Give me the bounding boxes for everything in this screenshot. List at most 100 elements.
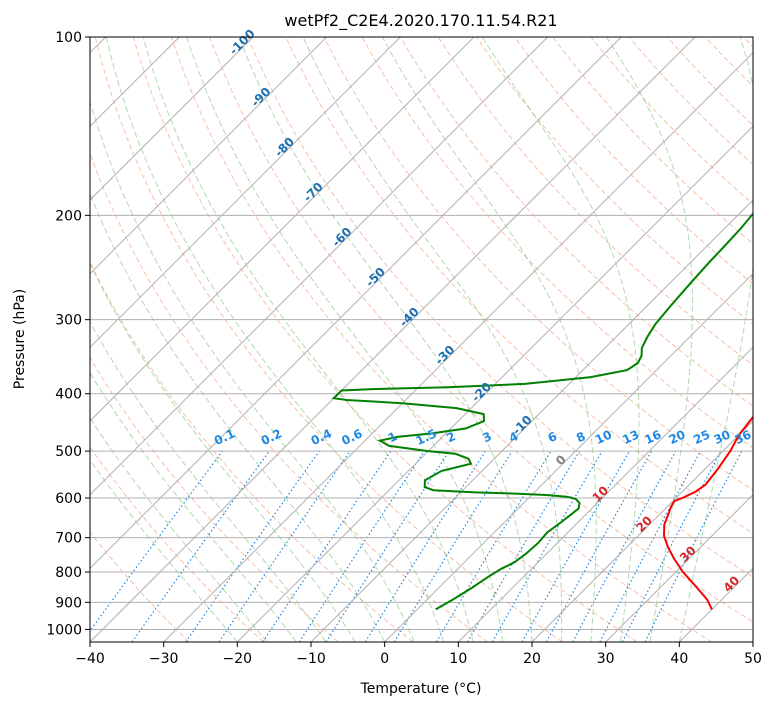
isotherm-label: 20 bbox=[633, 513, 655, 535]
mixing-ratio-label: 6 bbox=[546, 429, 559, 445]
x-tick-label: −30 bbox=[149, 651, 179, 667]
moist-adiabat bbox=[678, 37, 753, 642]
mixing-ratio-label: 8 bbox=[574, 429, 587, 445]
mixing-ratio-label: 13 bbox=[620, 427, 641, 447]
y-tick-label: 1000 bbox=[46, 622, 82, 638]
x-axis-label: Temperature (°C) bbox=[360, 681, 482, 697]
y-tick-label: 600 bbox=[55, 491, 82, 507]
dry-adiabat bbox=[132, 37, 638, 642]
mixing-ratio-line bbox=[521, 450, 631, 642]
isotherm-line bbox=[531, 420, 753, 642]
isotherm-line bbox=[90, 37, 401, 349]
moist-adiabat bbox=[90, 192, 386, 642]
mixing-ratio-label: 10 bbox=[593, 427, 614, 447]
moist-adiabat bbox=[238, 37, 533, 642]
isotherm-label: -70 bbox=[301, 180, 326, 205]
dry-adiabat bbox=[399, 37, 753, 407]
x-axis: −40 −30 −20 −10 0 10 20 30 40 50 bbox=[75, 642, 762, 667]
isotherm-line bbox=[163, 51, 753, 642]
moist-adiabat bbox=[302, 37, 563, 642]
x-tick-label: −40 bbox=[75, 651, 105, 667]
mixing-ratio-line bbox=[131, 450, 270, 642]
moist-adiabat bbox=[90, 459, 238, 642]
mixing-ratio-label: 20 bbox=[667, 427, 688, 447]
chart-title: wetPf2_C2E4.2020.170.11.54.R21 bbox=[284, 11, 557, 31]
moist-adiabat bbox=[186, 37, 503, 642]
x-tick-label: 40 bbox=[670, 651, 688, 667]
dry-adiabat bbox=[323, 37, 753, 491]
plot-frame bbox=[89, 36, 754, 643]
moist-adiabat bbox=[481, 37, 640, 642]
mixing-ratio-line bbox=[545, 450, 653, 642]
dry-adiabat bbox=[285, 37, 753, 535]
dewpoint-profile bbox=[331, 212, 753, 611]
moist-adiabat bbox=[381, 37, 597, 642]
mixing-ratio-line bbox=[262, 450, 392, 642]
mixing-ratio-line bbox=[298, 450, 425, 642]
moist-adiabat bbox=[105, 37, 445, 642]
mixing-ratio-line bbox=[466, 450, 580, 642]
isotherm-label: -40 bbox=[397, 305, 422, 330]
dry-adiabat bbox=[514, 37, 753, 285]
isotherm-label: 30 bbox=[677, 543, 699, 565]
x-tick-label: 10 bbox=[449, 651, 467, 667]
dry-adiabat bbox=[743, 37, 753, 48]
dry-adiabat bbox=[94, 37, 563, 642]
dry-adiabat bbox=[90, 260, 414, 642]
isotherm-label: -60 bbox=[329, 225, 354, 250]
line-labels: -100-90-80-70-60-50-40-30-20-10010203040… bbox=[212, 27, 753, 595]
mixing-ratio-line bbox=[393, 450, 513, 642]
isotherm-line bbox=[90, 37, 549, 496]
isotherm-line bbox=[90, 37, 475, 422]
x-tick-label: 20 bbox=[523, 651, 541, 667]
isotherm-line bbox=[90, 37, 254, 201]
moist-adiabat bbox=[142, 37, 474, 642]
dry-adiabat bbox=[90, 356, 339, 642]
mixing-ratio-label: 16 bbox=[642, 427, 663, 447]
mixing-ratio-line bbox=[185, 450, 320, 642]
isotherm-line bbox=[752, 641, 753, 642]
dry-adiabat bbox=[247, 37, 753, 578]
dry-adiabat bbox=[437, 37, 753, 366]
dry-adiabat bbox=[171, 37, 712, 642]
isotherm-label: 0 bbox=[553, 452, 569, 468]
mixing-ratio-label: 36 bbox=[732, 427, 753, 447]
y-axis: 100 200 300 400 500 600 700 800 900 1000 bbox=[46, 30, 90, 638]
moist-adiabat bbox=[90, 99, 415, 642]
y-tick-label: 400 bbox=[55, 387, 82, 403]
isotherm-label: -30 bbox=[432, 343, 457, 368]
x-tick-label: 50 bbox=[744, 651, 762, 667]
isotherm-grid bbox=[90, 37, 753, 642]
x-tick-label: −10 bbox=[296, 651, 326, 667]
mixing-ratio-label: 30 bbox=[712, 427, 733, 447]
mixing-ratio-line bbox=[572, 450, 677, 642]
mixing-ratio-line bbox=[644, 450, 743, 642]
isotherm-line bbox=[236, 125, 753, 642]
dry-adiabat bbox=[704, 37, 753, 87]
y-tick-label: 700 bbox=[55, 531, 82, 547]
mixing-ratio-label: 0.1 bbox=[212, 426, 237, 448]
y-tick-label: 300 bbox=[55, 313, 82, 329]
mixing-ratio-line bbox=[325, 450, 450, 642]
x-tick-label: −20 bbox=[223, 651, 253, 667]
moist-adiabat bbox=[90, 262, 356, 642]
mixing-ratio-line bbox=[218, 450, 351, 642]
dry-adiabat bbox=[90, 152, 488, 642]
isotherm-label: -20 bbox=[469, 380, 494, 405]
isotherm-label: 40 bbox=[721, 573, 743, 595]
y-tick-label: 200 bbox=[55, 208, 82, 224]
y-tick-label: 500 bbox=[55, 444, 82, 460]
profile-lines bbox=[331, 212, 753, 611]
isotherm-label: -100 bbox=[227, 27, 258, 58]
temperature-profile bbox=[662, 415, 753, 610]
isotherm-line bbox=[90, 37, 328, 275]
dry-adiabat bbox=[90, 531, 190, 642]
isotherm-label: -90 bbox=[248, 85, 273, 110]
mixing-ratio-label: 25 bbox=[691, 427, 712, 447]
isotherm-line bbox=[457, 346, 753, 642]
mixing-ratio-label: 0.2 bbox=[259, 426, 284, 448]
isotherm-label: 10 bbox=[590, 483, 612, 505]
moist-adiabat bbox=[90, 417, 268, 642]
moist-adiabat bbox=[90, 371, 297, 642]
dry-adiabat bbox=[209, 37, 753, 623]
